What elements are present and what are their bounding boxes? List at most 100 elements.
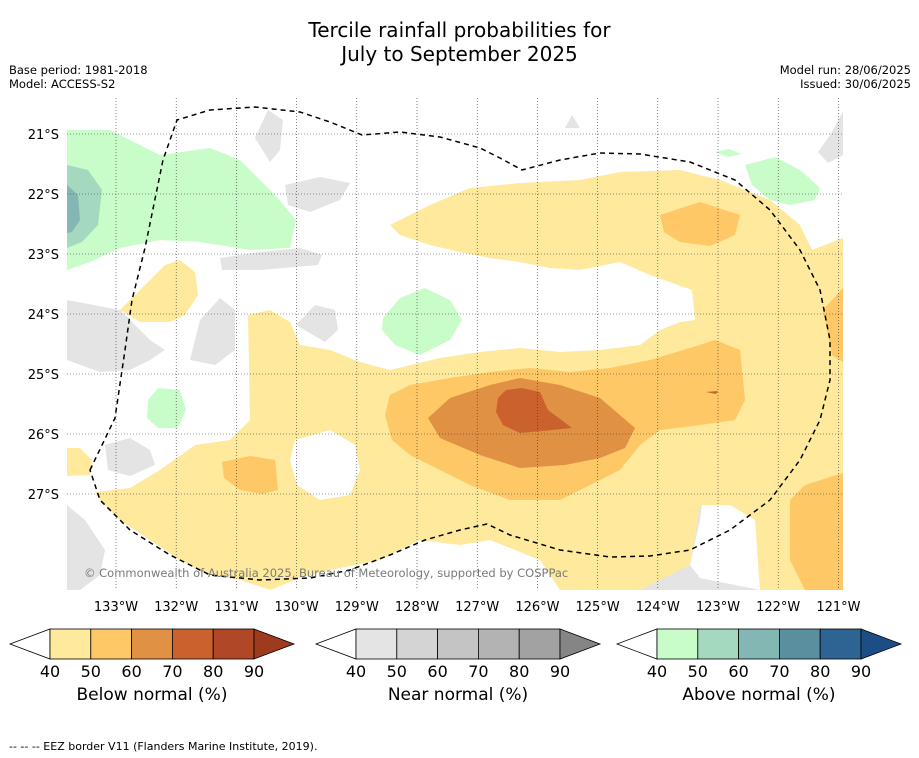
colorbar-segment [518, 628, 561, 660]
colorbar-high-extension [253, 628, 296, 660]
base-period: Base period: 1981-2018 [9, 63, 148, 77]
no-signal-region [465, 545, 500, 562]
near-normal-region [285, 177, 350, 212]
eez-border [89, 106, 831, 581]
probability-shading [67, 110, 843, 590]
colorbar-segment [212, 628, 255, 660]
colorbar-tick-label: 80 [509, 662, 529, 681]
colorbar-low-extension [8, 628, 51, 660]
longitude-label: 132°W [154, 600, 198, 615]
longitude-label: 124°W [636, 600, 680, 615]
longitude-label: 127°W [455, 600, 499, 615]
colorbar-tick-label: 60 [728, 662, 748, 681]
longitude-label: 128°W [395, 600, 439, 615]
colorbar-segment [738, 628, 780, 660]
issued-date: Issued: 30/06/2025 [800, 77, 911, 91]
colorbar-segment [49, 628, 92, 660]
latitude-label: 23°S [28, 248, 59, 263]
colorbar-segment [779, 628, 821, 660]
colorbar-segment [819, 628, 862, 660]
colorbar-segment [396, 628, 438, 660]
title-line-2: July to September 2025 [341, 42, 578, 66]
meta-left: Base period: 1981-2018 Model: ACCESS-S2 [9, 63, 148, 91]
below-normal-region [706, 391, 718, 394]
colorbar-tick-label: 90 [851, 662, 871, 681]
below-normal-region [823, 288, 843, 362]
near-normal-region [67, 505, 105, 590]
longitude-label: 121°W [816, 600, 860, 615]
colorbar-low-extension [314, 628, 357, 660]
below-normal-region [120, 260, 198, 322]
colorbar-segment [477, 628, 520, 660]
colorbars: 40 50 60 70 80 90 40 50 60 70 80 90 40 50 60 70 80 90 [8, 628, 903, 681]
colorbar-tick-label: 40 [346, 662, 366, 681]
colorbar-low-extension [615, 628, 658, 660]
colorbar-segment [697, 628, 739, 660]
near-normal-region [818, 112, 843, 163]
colorbar-tick-label: 60 [121, 662, 141, 681]
colorbar-segment [656, 628, 699, 660]
colorbar-tick-label: 40 [647, 662, 667, 681]
model-run: Model run: 28/06/2025 [779, 63, 911, 77]
near-normal-region [255, 110, 283, 162]
longitude-label: 129°W [335, 600, 379, 615]
meta-right: Model run: 28/06/2025 Issued: 30/06/2025 [780, 63, 911, 91]
colorbar-segment [131, 628, 173, 660]
below-normal-region [790, 473, 843, 590]
near-normal-region [565, 115, 580, 128]
eez-source-note: -- -- -- EEZ border V11 (Flanders Marine… [9, 740, 318, 753]
above-normal-region [382, 288, 462, 355]
longitude-label: 133°W [94, 600, 138, 615]
below-normal-region [222, 456, 278, 494]
colorbar-tick-label: 50 [688, 662, 708, 681]
colorbar-tick-label: 90 [244, 662, 264, 681]
below-normal-region [67, 448, 92, 476]
above-normal-region [715, 149, 742, 157]
colorbar-tick-label: 50 [81, 662, 101, 681]
colorbar-high-extension [559, 628, 602, 660]
colorbar-tick-label: 70 [468, 662, 488, 681]
title-line-1: Tercile rainfall probabilities for [308, 18, 611, 42]
near-normal-region [190, 298, 235, 365]
longitude-label: 131°W [214, 600, 258, 615]
latitude-label: 26°S [28, 428, 59, 443]
colorbar-tick-label: 70 [769, 662, 789, 681]
above-normal-label: Above normal (%) [682, 685, 836, 705]
longitude-label: 122°W [756, 600, 800, 615]
above-normal-region [67, 130, 296, 270]
below-normal-colorbar: 40 50 60 70 80 90 [8, 628, 296, 681]
above-normal-region [147, 388, 186, 428]
colorbar-high-extension [860, 628, 903, 660]
latitude-label: 27°S [28, 488, 59, 503]
near-normal-label: Near normal (%) [387, 685, 529, 705]
latitude-label: 24°S [28, 308, 59, 323]
colorbar-segment [171, 628, 214, 660]
longitude-label: 125°W [576, 600, 620, 615]
near-normal-region [220, 248, 322, 270]
longitude-labels: 133°W 132°W 131°W 130°W 129°W 128°W 127°W 126°W… [94, 600, 861, 615]
above-normal-region [67, 165, 102, 248]
below-normal-label: Below normal (%) [76, 685, 228, 705]
below-normal-region [496, 388, 572, 433]
latitude-label: 25°S [28, 368, 59, 383]
above-normal-colorbar: 40 50 60 70 80 90 [615, 628, 903, 681]
near-normal-region [296, 305, 338, 342]
near-normal-region [105, 438, 155, 476]
colorbar-tick-label: 90 [550, 662, 570, 681]
graticule [67, 98, 843, 590]
latitude-label: 21°S [28, 128, 59, 143]
above-normal-region [67, 185, 80, 233]
colorbar-tick-label: 70 [162, 662, 182, 681]
colorbar-segment [355, 628, 398, 660]
longitude-label: 123°W [696, 600, 740, 615]
colorbar-segment [437, 628, 479, 660]
colorbar-tick-label: 60 [427, 662, 447, 681]
copyright-text: © Commonwealth of Australia 2025, Bureau… [84, 566, 568, 580]
longitude-label: 130°W [275, 600, 319, 615]
no-signal-region [290, 430, 360, 500]
colorbar-tick-label: 50 [387, 662, 407, 681]
colorbar-segment [90, 628, 133, 660]
latitude-labels: 21°S 22°S 23°S 24°S 25°S 26°S 27°S [28, 128, 59, 503]
model-name: Model: ACCESS-S2 [9, 77, 116, 91]
